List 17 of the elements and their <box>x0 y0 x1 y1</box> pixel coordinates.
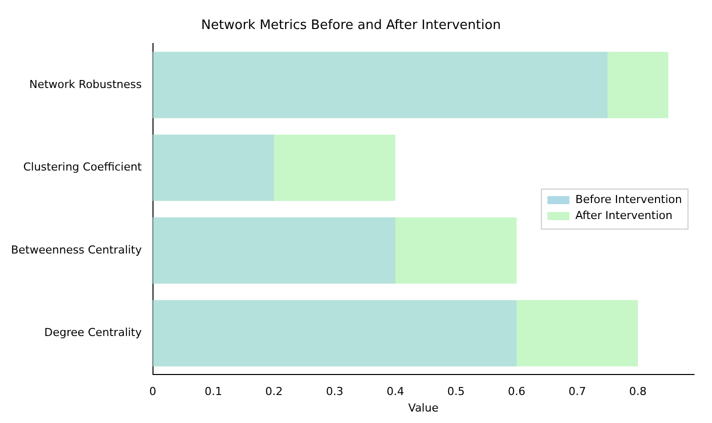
y-tick-label: Betweenness Centrality <box>10 243 142 256</box>
x-tick-label: 0.4 <box>386 385 404 398</box>
x-tick-label: 0 <box>149 385 156 398</box>
x-axis-title: Value <box>408 401 439 414</box>
x-tick-label: 0.5 <box>447 385 465 398</box>
x-tick-label: 0.6 <box>508 385 526 398</box>
legend-label: Before Intervention <box>575 192 682 206</box>
y-tick-label: Clustering Coefficient <box>23 160 142 174</box>
x-tick-label: 0.3 <box>326 385 344 398</box>
x-tick-label: 0.8 <box>629 385 647 398</box>
x-tick-label: 0.1 <box>204 385 222 398</box>
chart-title: Network Metrics Before and After Intervention <box>201 18 501 34</box>
x-tick-label: 0.2 <box>265 385 283 398</box>
legend-label: After Intervention <box>575 208 672 222</box>
y-tick-label: Degree Centrality <box>44 326 142 340</box>
y-tick-label: Network Robustness <box>29 78 142 91</box>
x-tick-label: 0.7 <box>568 385 586 398</box>
